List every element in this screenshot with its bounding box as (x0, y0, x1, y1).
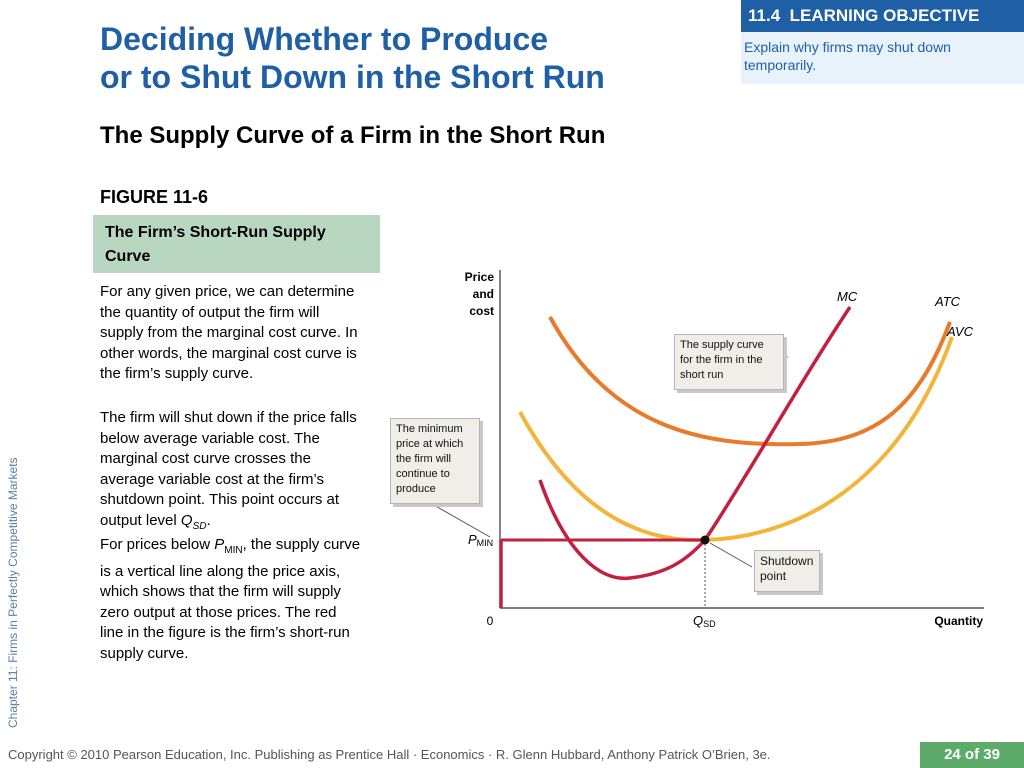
page-title-line1: Deciding Whether to Produce (100, 21, 549, 57)
atc-curve-label: ATC (934, 294, 961, 309)
pmin-inline-subscript: MIN (224, 545, 243, 556)
avc-curve (518, 336, 954, 543)
learning-objective-number: 11.4 (748, 6, 781, 25)
mc-curve-label: MC (837, 289, 858, 304)
learning-objective-text: Explain why firms may shut down temporar… (744, 39, 951, 73)
body-paragraph-2: The firm will shut down if the price fal… (100, 408, 362, 537)
body-paragraph-3: For prices below PMIN, the supply curve … (100, 535, 362, 664)
supply-curve-note: The supply curve for the firm in the sho… (674, 334, 784, 390)
body-paragraph-3-start: For prices below (100, 536, 215, 553)
minimum-price-leader (431, 503, 491, 538)
pmin-inline-symbol: P (214, 536, 225, 553)
shutdown-leader (709, 542, 753, 568)
atc-curve (548, 316, 952, 447)
body-paragraph-2-end: . (206, 511, 211, 529)
y-axis-label-line2: and (473, 287, 494, 301)
qsd-inline-subscript: SD (192, 520, 207, 532)
x-axis-label: Quantity (934, 614, 983, 628)
figure-label: FIGURE 11-6 (100, 187, 209, 207)
qsd-tick-label: QSD (693, 613, 716, 629)
origin-label: 0 (487, 614, 494, 628)
page-number-badge: 24 of 39 (920, 742, 1024, 768)
body-paragraph-3-rest: , the supply curve is a vertical line al… (100, 536, 361, 662)
pmin-tick-label: PMIN (468, 532, 493, 548)
copyright-footer: Copyright © 2010 Pearson Education, Inc.… (8, 747, 771, 762)
figure-title-box: The Firm’s Short-Run Supply Curve (93, 215, 380, 273)
body-paragraph-2-text: The firm will shut down if the price fal… (100, 409, 357, 529)
page-title-line2: or to Shut Down in the Short Run (100, 59, 605, 95)
supply-curve-diagram: Price and cost Quantity 0 PMIN QSD MC AT… (431, 270, 984, 629)
shutdown-point-marker (700, 535, 710, 545)
shutdown-point-note: Shutdown point (754, 550, 820, 592)
qsd-inline-symbol: Q (180, 511, 193, 529)
body-paragraph-1: For any given price, we can determine th… (100, 283, 358, 382)
figure-title: The Firm’s Short-Run Supply Curve (105, 224, 326, 265)
minimum-price-note: The minimum price at which the firm will… (390, 418, 480, 504)
page-title: Deciding Whether to Produce or to Shut D… (100, 20, 605, 96)
y-axis-label-line1: Price (465, 270, 495, 284)
learning-objective-label: LEARNING OBJECTIVE (789, 6, 980, 25)
learning-objective-heading: 11.4 LEARNING OBJECTIVE (741, 0, 1024, 32)
section-subtitle: The Supply Curve of a Firm in the Short … (100, 122, 606, 149)
mc-curve (538, 306, 852, 581)
avc-curve-label: AVC (946, 324, 974, 339)
chapter-sidebar-label: Chapter 11: Firms in Perfectly Competiti… (6, 457, 20, 728)
y-axis-label-line3: cost (469, 304, 494, 318)
